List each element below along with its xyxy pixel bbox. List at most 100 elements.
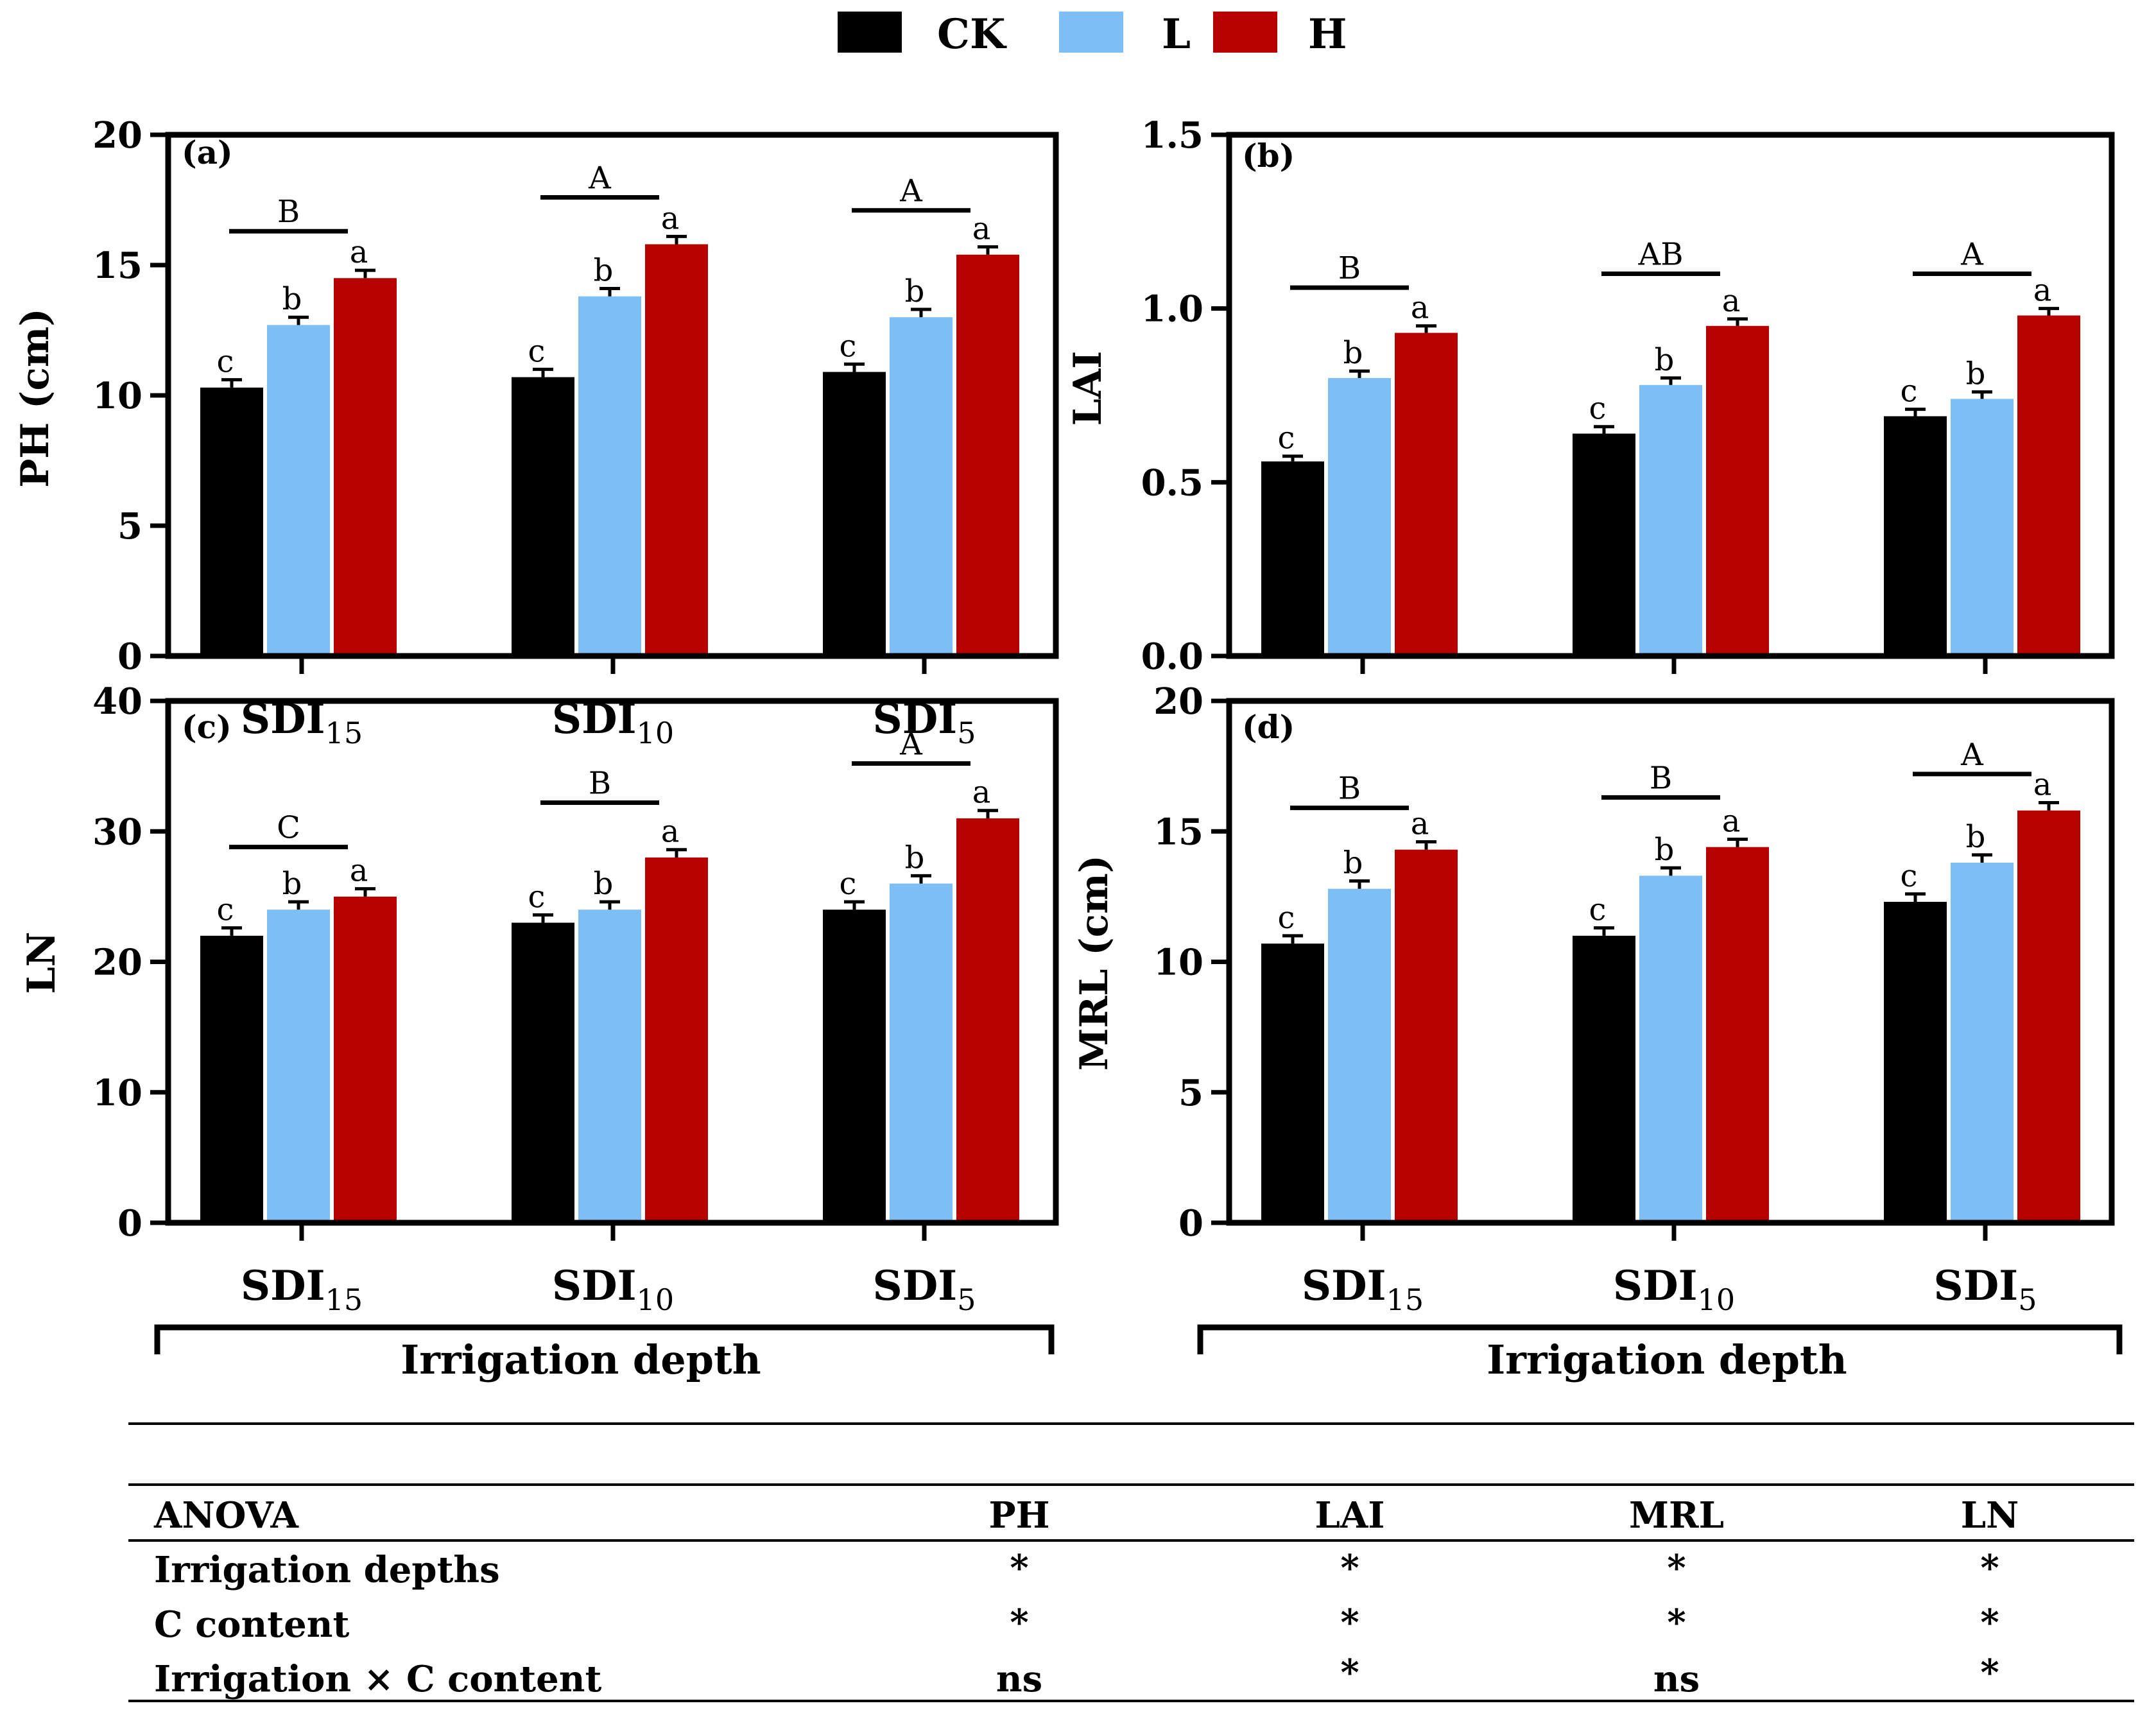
bar-h-sdi10 (645, 857, 708, 1223)
y-tick-label: 15 (1153, 811, 1203, 853)
x-category-label: SDI5 (873, 1262, 976, 1317)
anova-cell: * (1340, 1652, 1359, 1694)
bar-l-sdi10 (1639, 384, 1702, 656)
anova-cell: * (1980, 1652, 1999, 1694)
anova-cell: * (1667, 1601, 1686, 1644)
significance-letter: b (594, 253, 614, 289)
panel-tag: (d) (1242, 708, 1295, 746)
group-significance-letter: A (1960, 737, 1984, 773)
significance-letter: b (1655, 342, 1675, 378)
legend-label-h: H (1308, 10, 1347, 58)
significance-letter: c (1278, 900, 1295, 936)
bar-h-sdi15 (1395, 332, 1458, 656)
x-axis-group-left: Irrigation depth (154, 1324, 1055, 1383)
group-significance-letter: A (899, 173, 923, 209)
significance-letter: a (2033, 273, 2052, 309)
significance-letter: b (905, 840, 925, 876)
legend-swatch-h (1213, 12, 1277, 53)
bar-ck-sdi10 (512, 377, 574, 656)
bar-l-sdi10 (1639, 876, 1702, 1223)
bar-ck-sdi5 (1884, 902, 1947, 1223)
anova-cell: * (1340, 1547, 1359, 1589)
bar-l-sdi10 (578, 910, 641, 1223)
y-tick-label: 10 (92, 375, 142, 417)
bar-l-sdi5 (890, 317, 953, 656)
legend-swatch-l (1059, 12, 1123, 53)
bar-l-sdi10 (578, 296, 641, 657)
significance-letter: c (528, 333, 546, 369)
significance-letter: c (217, 892, 234, 928)
bar-h-sdi5 (956, 254, 1019, 656)
anova-cell: * (1010, 1547, 1028, 1589)
group-significance-letter: B (1338, 250, 1361, 286)
bar-h-sdi5 (2017, 810, 2080, 1223)
anova-header-ph: PH (988, 1494, 1049, 1537)
x-axis-title-right: Irrigation depth (1487, 1336, 1847, 1383)
significance-letter: c (1901, 858, 1918, 894)
bar-h-sdi5 (2017, 315, 2080, 656)
group-significance-letter: AB (1638, 237, 1684, 273)
anova-cell: * (1010, 1601, 1028, 1644)
x-bracket-right (1197, 1324, 2123, 1354)
bar-h-sdi5 (956, 818, 1019, 1223)
group-significance-letter: A (1960, 237, 1984, 273)
y-tick-label: 5 (1178, 1072, 1203, 1114)
y-tick-label: 10 (1153, 942, 1203, 984)
group-significance-letter: B (277, 194, 300, 230)
legend-label-ck: CK (937, 10, 1007, 58)
bar-l-sdi5 (890, 883, 953, 1223)
y-tick-label: 0.5 (1141, 462, 1203, 504)
group-significance-letter: A (899, 727, 923, 763)
group-significance-letter: B (1650, 760, 1672, 796)
significance-letter: b (282, 281, 302, 317)
bar-h-sdi15 (334, 278, 397, 656)
significance-letter: b (1343, 845, 1363, 881)
y-tick-label: 1.0 (1141, 288, 1203, 331)
anova-header-label: ANOVA (153, 1494, 300, 1537)
panel-b-lai: 0.0 0.5 1.0 1.5 LAI c b a Bc b a AB c b a A (b) (1065, 114, 2115, 678)
significance-letter: a (1722, 283, 1741, 319)
significance-letter: a (661, 200, 680, 236)
bar-ck-sdi5 (823, 910, 886, 1223)
y-tick-label: 30 (92, 811, 142, 853)
significance-letter: b (1966, 819, 1986, 855)
anova-row-label: C content (154, 1603, 349, 1646)
plot-frame (1226, 132, 2115, 659)
y-tick-label: 15 (92, 245, 142, 287)
bar-ck-sdi5 (823, 372, 886, 656)
panel-tag: (b) (1242, 137, 1295, 175)
bar-l-sdi5 (1951, 863, 2014, 1223)
y-axis-label: LN (19, 931, 64, 994)
y-axis-label: PH (cm) (13, 308, 58, 488)
significance-letter: a (661, 814, 680, 850)
group-significance-letter: B (589, 766, 611, 802)
panel-tag: (c) (182, 708, 232, 746)
bar-l-sdi15 (1328, 888, 1391, 1223)
legend-label-l: L (1162, 10, 1191, 58)
plot-frame (1226, 698, 2115, 1226)
panel-d-mrl: 0 5 10 15 20 MRL (cm) c b a B SDI15 c b a B SDI10 c b a A SD… (1072, 680, 2115, 1317)
bar-h-sdi15 (334, 896, 397, 1223)
significance-letter: c (1589, 892, 1607, 928)
anova-cell: ns (1653, 1658, 1700, 1700)
bar-ck-sdi15 (200, 935, 263, 1223)
significance-letter: c (217, 344, 234, 380)
significance-letter: c (528, 879, 546, 915)
y-tick-label: 10 (92, 1072, 142, 1114)
significance-letter: b (1343, 335, 1363, 371)
anova-header-lai: LAI (1315, 1494, 1384, 1537)
anova-table: ANOVA PH LAI MRL LN Irrigation depths * … (128, 1422, 2134, 1702)
plot-frame (165, 698, 1059, 1226)
bar-h-sdi10 (1706, 325, 1769, 656)
significance-letter: a (1722, 803, 1741, 839)
significance-letter: b (594, 866, 614, 902)
significance-letter: b (1655, 832, 1675, 868)
significance-letter: c (1589, 391, 1607, 427)
group-significance-letter: A (588, 160, 612, 196)
y-tick-label: 1.5 (1141, 114, 1203, 157)
significance-letter: a (350, 234, 368, 270)
legend: CK L H (838, 10, 1347, 58)
anova-row-label: Irrigation × C content (154, 1658, 601, 1700)
bar-l-sdi15 (267, 910, 330, 1223)
